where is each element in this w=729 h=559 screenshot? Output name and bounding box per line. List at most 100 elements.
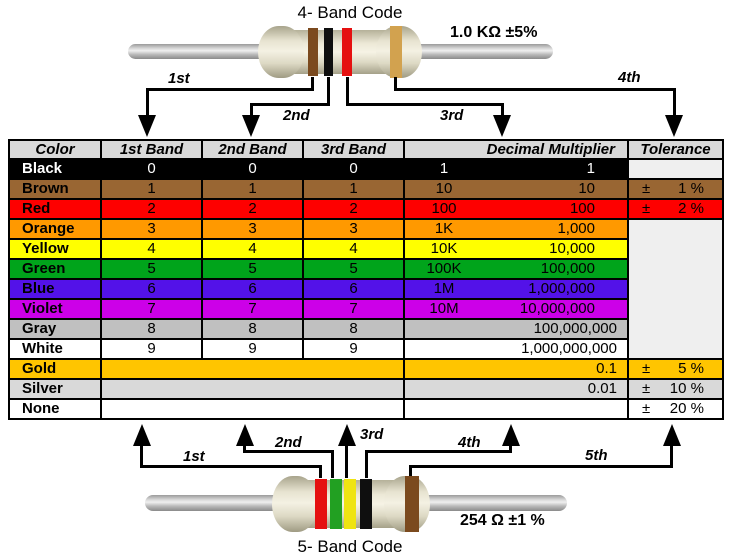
multiplier-value: 1 [586, 160, 595, 177]
color-code-table: Color 1st Band 2nd Band 3rd Band Decimal… [8, 139, 724, 420]
band-3-yellow [344, 479, 356, 529]
band-5-brown [405, 476, 419, 532]
band1-cell: 3 [100, 218, 203, 240]
arrow-line [250, 103, 253, 117]
color-name-cell: Silver [8, 378, 102, 400]
arrow-line [243, 444, 246, 453]
arrow-line [673, 88, 676, 117]
band-1-red [315, 479, 327, 529]
band3-cell: 1 [302, 178, 405, 200]
table-row-none: None ± 20 % [8, 398, 724, 420]
plus-minus-sign: ± [642, 180, 651, 197]
table-row-violet: Violet 7 7 7 10M 10,000,000 [8, 298, 723, 320]
band-3-red [342, 28, 352, 76]
resistor-body-left-bulge [258, 26, 304, 78]
tolerance-cell: ± 1 % [627, 178, 724, 200]
arrow-head-down-1st [138, 115, 156, 137]
multiplier-value: 1,000 [557, 220, 595, 237]
arrow-head-up-5th [663, 424, 681, 446]
multiplier-shorthand: 100 [431, 200, 457, 217]
plus-minus-sign: ± [642, 400, 651, 417]
header-band3: 3rd Band [302, 139, 405, 160]
arrow-head-down-4th [665, 115, 683, 137]
band3-cell: 2 [302, 198, 405, 220]
multiplier-shorthand: 1M [433, 280, 455, 297]
band1-cell: 8 [100, 318, 203, 340]
arrow-line [670, 444, 673, 468]
multiplier-value: 10 [578, 180, 595, 197]
arrow-line [319, 465, 322, 478]
multiplier-shorthand: 1K [434, 220, 454, 237]
arrow-label-top-3rd: 3rd [440, 107, 464, 124]
arrow-head-up-1st [133, 424, 151, 446]
tolerance-value: 20 % [669, 400, 704, 417]
table-row-blue: Blue 6 6 6 1M 1,000,000 [8, 278, 723, 300]
band3-cell: 0 [302, 158, 405, 180]
band-4-gold [390, 26, 402, 78]
multiplier-cell [403, 398, 629, 420]
table-row-brown: Brown 1 1 1 10 10 ± 1 % [8, 178, 724, 200]
header-color: Color [8, 139, 102, 160]
table-row-silver: Silver 0.01 ± 10 % [8, 378, 724, 400]
band2-cell: 9 [201, 338, 304, 360]
arrow-head-down-2nd [242, 115, 260, 137]
band1-cell: 2 [100, 198, 203, 220]
multiplier-cell: 1M 1,000,000 [403, 278, 629, 300]
band1-cell: 7 [100, 298, 203, 320]
band3-cell: 6 [302, 278, 405, 300]
arrow-label-top-2nd: 2nd [283, 107, 310, 124]
color-name-cell: Yellow [8, 238, 102, 260]
tolerance-value: 1 % [678, 180, 704, 197]
band2-cell: 8 [201, 318, 304, 340]
band2-cell: 2 [201, 198, 304, 220]
arrow-line [509, 444, 512, 453]
bands-merged-cell [100, 398, 405, 420]
multiplier-value: 0.01 [587, 380, 617, 397]
plus-minus-sign: ± [642, 200, 651, 217]
header-band2: 2nd Band [201, 139, 304, 160]
four-band-resistor-body [258, 26, 422, 78]
color-name-cell: Gold [8, 358, 102, 380]
multiplier-cell: 1K 1,000 [403, 218, 629, 240]
multiplier-cell: 100,000,000 [403, 318, 629, 340]
arrow-line [345, 444, 348, 478]
arrow-line [409, 465, 673, 468]
color-name-cell: Green [8, 258, 102, 280]
arrow-label-bottom-5th: 5th [585, 447, 608, 464]
multiplier-value: 1,000,000,000 [521, 340, 617, 357]
arrow-line [365, 450, 512, 453]
arrow-line [331, 450, 334, 478]
table-row-black: Black 0 0 0 1 1 [8, 158, 724, 180]
multiplier-value: 10,000 [549, 240, 595, 257]
bands-merged-cell [100, 378, 405, 400]
band-1-brown [308, 28, 318, 76]
color-name-cell: Gray [8, 318, 102, 340]
five-band-title: 5- Band Code [297, 537, 403, 556]
bands-merged-cell [100, 358, 405, 380]
arrow-line [140, 465, 322, 468]
arrow-line [250, 103, 330, 106]
header-multiplier: Decimal Multiplier [403, 139, 629, 160]
arrow-line [327, 77, 330, 106]
multiplier-shorthand: 10M [429, 300, 459, 317]
arrow-label-bottom-3rd: 3rd [360, 426, 384, 443]
arrow-line [146, 88, 149, 117]
tolerance-value: 5 % [678, 360, 704, 377]
band3-cell: 9 [302, 338, 405, 360]
tolerance-value: 2 % [678, 200, 704, 217]
tolerance-cell: ± 5 % [627, 358, 724, 380]
multiplier-cell: 0.01 [403, 378, 629, 400]
color-name-cell: Black [8, 158, 102, 180]
arrow-head-down-3rd [493, 115, 511, 137]
multiplier-value: 100,000 [540, 260, 595, 277]
color-name-cell: Blue [8, 278, 102, 300]
arrow-line [394, 77, 397, 91]
multiplier-shorthand: 100K [426, 260, 462, 277]
multiplier-shorthand: 10K [430, 240, 458, 257]
multiplier-cell: 10 10 [403, 178, 629, 200]
band2-cell: 3 [201, 218, 304, 240]
band1-cell: 1 [100, 178, 203, 200]
arrow-line [140, 444, 143, 468]
table-row-red: Red 2 2 2 100 100 ± 2 % [8, 198, 724, 220]
